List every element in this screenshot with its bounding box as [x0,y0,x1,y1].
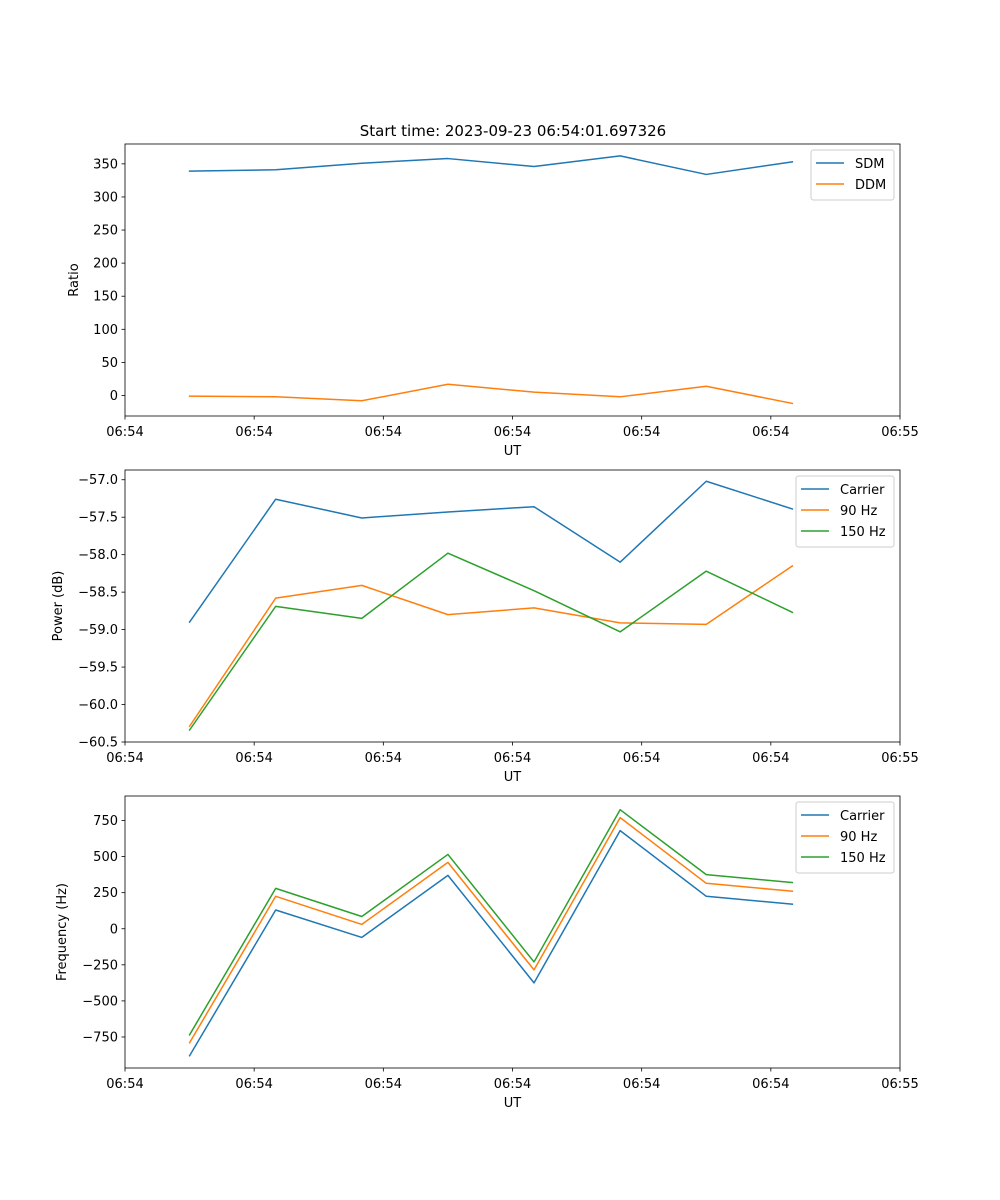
x-tick-label: 06:54 [106,1077,143,1092]
y-tick-label: 350 [93,157,118,172]
chart-frequency: 06:54 06:54 06:54 06:54 06:54 06:54 06:55 −750 −… [55,795,919,1111]
y-tick-label: −58.0 [78,548,118,563]
chart-ratio: 06:54 06:54 06:54 06:54 06:54 06:54 06:55 0 50 10… [67,143,919,459]
y-tick-label: 750 [93,814,118,829]
y-tick-label: −57.5 [78,511,118,526]
figure-title: Start time: 2023-09-23 06:54:01.697326 [360,122,666,140]
y-tick-label: −57.0 [78,473,118,488]
legend-label-150-hz: 150 Hz [840,525,886,540]
x-tick-label: 06:54 [494,751,531,766]
legend: Carrier 90 Hz 150 Hz [795,801,895,874]
x-tick-label: 06:54 [623,425,660,440]
series-line-150-hz [188,552,794,732]
x-tick-label: 06:54 [106,425,143,440]
y-tick-label: −500 [82,994,118,1009]
legend-label-carrier: Carrier [840,809,885,824]
legend-label-carrier: Carrier [840,483,885,498]
x-tick-label: 06:54 [494,425,531,440]
y-tick-label: −59.5 [78,661,118,676]
x-tick-label: 06:55 [881,751,918,766]
y-axis-label: Power (dB) [51,571,66,642]
x-tick-label: 06:54 [235,425,272,440]
legend-label-ddm: DDM [855,178,886,193]
x-tick-label: 06:55 [881,1077,918,1092]
y-tick-label: 500 [93,850,118,865]
y-tick-label: −59.0 [78,623,118,638]
y-tick-label: −60.0 [78,698,118,713]
legend-box [795,801,895,874]
chart-power: 06:54 06:54 06:54 06:54 06:54 06:54 06:55 −60.5… [51,469,919,785]
y-tick-label: −750 [82,1030,118,1045]
y-tick-label: 300 [93,190,118,205]
y-axis-label: Frequency (Hz) [55,883,70,981]
x-tick-label: 06:54 [365,751,402,766]
plots: 06:54 06:54 06:54 06:54 06:54 06:54 06:55 0 50 10… [51,143,919,1111]
y-tick-label: 250 [93,886,118,901]
x-tick-label: 06:54 [752,425,789,440]
x-tick-label: 06:54 [752,751,789,766]
legend-label-90-hz: 90 Hz [840,504,877,519]
y-tick-label: 200 [93,257,118,272]
x-tick-label: 06:55 [881,425,918,440]
y-tick-label: −60.5 [78,736,118,751]
y-tick-label: 250 [93,224,118,239]
legend-label-150-hz: 150 Hz [840,851,886,866]
legend: Carrier 90 Hz 150 Hz [795,475,895,548]
series-line-sdm [188,155,794,176]
x-axis-label: UT [504,1096,522,1111]
legend-label-sdm: SDM [855,157,884,172]
y-tick-label: 150 [93,290,118,305]
y-tick-label: 0 [110,389,118,404]
series-line-carrier [188,480,794,624]
x-axis-label: UT [504,770,522,785]
x-tick-label: 06:54 [235,1077,272,1092]
series-line-carrier [188,829,794,1057]
y-tick-label: −250 [82,958,118,973]
legend-label-90-hz: 90 Hz [840,830,877,845]
x-tick-label: 06:54 [365,425,402,440]
x-tick-label: 06:54 [494,1077,531,1092]
y-axis-label: Ratio [67,263,82,296]
x-tick-label: 06:54 [623,751,660,766]
legend-box [795,475,895,548]
x-tick-label: 06:54 [752,1077,789,1092]
x-tick-label: 06:54 [106,751,143,766]
x-tick-label: 06:54 [235,751,272,766]
series-line-90-hz [188,564,794,728]
legend: SDM DDM [810,149,895,201]
y-tick-label: 100 [93,323,118,338]
series-line-90-hz [188,816,794,1044]
y-tick-label: −58.5 [78,586,118,601]
series-line-150-hz [188,808,794,1036]
y-tick-label: 50 [101,356,118,371]
series-line-ddm [188,383,794,405]
y-tick-label: 0 [110,922,118,937]
x-tick-label: 06:54 [623,1077,660,1092]
x-axis-label: UT [504,444,522,459]
x-tick-label: 06:54 [365,1077,402,1092]
